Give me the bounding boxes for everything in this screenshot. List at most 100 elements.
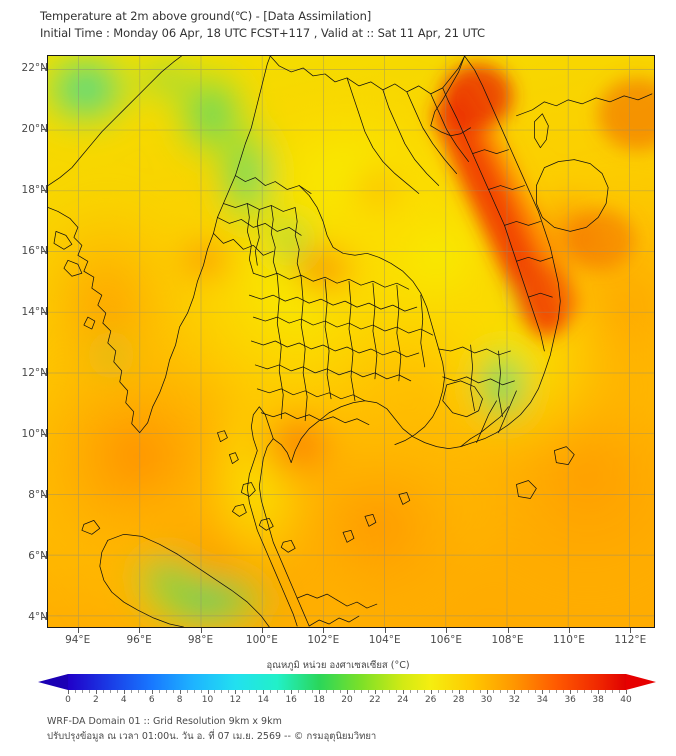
chart-subtitle: Initial Time : Monday 06 Apr, 18 UTC FCS… xyxy=(40,26,485,40)
lon-tick xyxy=(446,628,448,633)
lat-tick xyxy=(42,129,47,131)
colorbar-tick xyxy=(221,690,223,693)
lat-label-20n: 20°N xyxy=(21,123,48,135)
chart-title: Temperature at 2m above ground(℃) - [Dat… xyxy=(40,9,372,23)
colorbar-tick xyxy=(228,690,230,693)
colorbar-tick xyxy=(521,690,523,693)
lon-tick xyxy=(139,628,141,633)
colorbar-tick xyxy=(74,690,76,693)
lon-label-112e: 112°E xyxy=(614,634,647,646)
colorbar-tick-label: 24 xyxy=(397,695,409,705)
lat-tick xyxy=(42,494,47,496)
colorbar-tick xyxy=(612,690,614,693)
lat-label-6n: 6°N xyxy=(28,550,48,562)
colorbar-tick xyxy=(430,690,432,694)
colorbar-tick-label: 8 xyxy=(176,695,183,705)
lon-label-100e: 100°E xyxy=(245,634,278,646)
lon-label-110e: 110°E xyxy=(552,634,585,646)
lon-tick xyxy=(507,628,509,633)
lat-label-22n: 22°N xyxy=(21,62,48,74)
colorbar-tick xyxy=(109,690,111,693)
colorbar-tick xyxy=(312,690,314,693)
colorbar-tick xyxy=(507,690,509,693)
lon-tick xyxy=(200,628,202,633)
lon-tick xyxy=(323,628,325,633)
colorbar-tick-label: 16 xyxy=(285,695,297,705)
lon-tick xyxy=(568,628,570,633)
lat-tick xyxy=(42,555,47,557)
colorbar-tick xyxy=(116,690,118,693)
colorbar-tick xyxy=(367,690,369,693)
colorbar-tick xyxy=(235,690,237,694)
colorbar-low-extend-arrow xyxy=(38,674,68,690)
colorbar-tick-label: 6 xyxy=(148,695,155,705)
colorbar-tick xyxy=(514,690,516,694)
lat-tick xyxy=(42,616,47,618)
colorbar-tick xyxy=(451,690,453,693)
lat-tick xyxy=(42,312,47,314)
colorbar-tick xyxy=(535,690,537,693)
colorbar-tick xyxy=(458,690,460,694)
colorbar-tick xyxy=(500,690,502,693)
colorbar-gradient xyxy=(68,674,626,690)
colorbar-tick xyxy=(472,690,474,693)
colorbar-high-extend-arrow xyxy=(626,674,656,690)
colorbar-tick xyxy=(165,690,167,693)
coastline-borders-overlay xyxy=(48,56,653,627)
colorbar-title: อุณหภูมิ หน่วย องศาเซลเซียส (°C) xyxy=(266,660,410,671)
colorbar-tick xyxy=(626,690,627,694)
colorbar-tick-label: 10 xyxy=(201,695,214,705)
colorbar-tick xyxy=(144,690,146,693)
lon-label-96e: 96°E xyxy=(126,634,152,646)
colorbar-tick-label: 14 xyxy=(257,695,270,705)
colorbar-tick xyxy=(570,690,572,694)
lat-tick xyxy=(42,434,47,435)
map-plot-area[interactable] xyxy=(47,55,655,628)
colorbar-tick-label: 34 xyxy=(536,695,549,705)
colorbar-tick xyxy=(549,690,551,693)
colorbar-tick xyxy=(284,690,286,693)
colorbar-tick xyxy=(416,690,418,693)
colorbar-tick xyxy=(577,690,579,693)
colorbar-tick xyxy=(479,690,481,693)
colorbar-tick xyxy=(249,690,251,693)
colorbar-tick xyxy=(172,690,174,693)
colorbar-tick xyxy=(214,690,216,693)
colorbar-tick-label: 12 xyxy=(229,695,242,705)
lon-label-102e: 102°E xyxy=(307,634,340,646)
colorbar-tick xyxy=(353,690,355,693)
colorbar-tick-label: 22 xyxy=(369,695,381,705)
colorbar-tick xyxy=(81,690,83,693)
colorbar-tick-label: 20 xyxy=(341,695,353,705)
colorbar-tick xyxy=(605,690,607,693)
colorbar-tick-label: 38 xyxy=(592,695,604,705)
colorbar-tick xyxy=(340,690,342,693)
lat-label-4n: 4°N xyxy=(28,611,48,623)
colorbar-tick xyxy=(333,690,335,693)
lon-label-104e: 104°E xyxy=(368,634,401,646)
colorbar-tick xyxy=(619,690,621,693)
lon-tick xyxy=(384,628,386,633)
colorbar-tick xyxy=(326,690,328,693)
colorbar-tick xyxy=(556,690,558,693)
lat-label-8n: 8°N xyxy=(28,489,48,501)
colorbar-tick-label: 30 xyxy=(480,695,493,705)
colorbar-tick-label: 4 xyxy=(120,695,127,705)
colorbar-tick xyxy=(200,690,202,693)
colorbar-tick xyxy=(291,690,293,694)
colorbar-tick xyxy=(402,690,404,694)
colorbar-tick xyxy=(88,690,90,693)
colorbar-body[interactable]: 0 2 4 6 8 10 12 14 16 18 20 22 24 26 28 30 32 34 36 38 40 xyxy=(38,674,660,705)
footer-model-line: WRF-DA Domain 01 :: Grid Resolution 9km … xyxy=(47,716,282,727)
colorbar-tick xyxy=(598,690,600,694)
colorbar-tick xyxy=(444,690,446,693)
colorbar-tick xyxy=(123,690,125,694)
lon-label-108e: 108°E xyxy=(491,634,524,646)
lat-label-14n: 14°N xyxy=(21,306,48,318)
colorbar-tick xyxy=(347,690,348,694)
colorbar-tick xyxy=(584,690,586,693)
colorbar-tick xyxy=(242,690,244,693)
chart-header: Temperature at 2m above ground(℃) - [Dat… xyxy=(40,8,660,42)
lat-label-16n: 16°N xyxy=(21,245,48,257)
figure-footer: WRF-DA Domain 01 :: Grid Resolution 9km … xyxy=(47,714,647,744)
